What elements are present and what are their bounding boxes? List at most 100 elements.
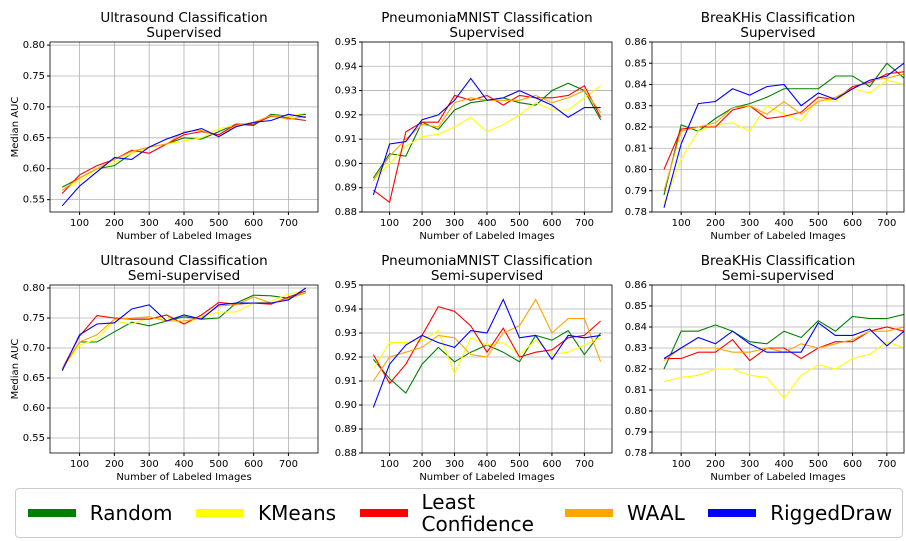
y-tick-label: 0.85 bbox=[625, 58, 647, 69]
y-tick-label: 0.89 bbox=[335, 183, 357, 194]
y-tick-label: 0.92 bbox=[335, 110, 357, 121]
series-line bbox=[373, 84, 602, 204]
x-tick-label: 100 bbox=[672, 218, 691, 229]
x-tick-label: 100 bbox=[672, 459, 691, 470]
x-tick-label: 200 bbox=[706, 459, 725, 470]
x-tick-label: 100 bbox=[380, 459, 399, 470]
series-line bbox=[372, 77, 601, 196]
legend-swatch bbox=[359, 509, 408, 517]
series-line bbox=[663, 79, 904, 204]
plot-frame bbox=[361, 284, 613, 454]
y-tick-label: 0.82 bbox=[625, 364, 647, 375]
y-tick-label: 0.85 bbox=[625, 301, 647, 312]
y-tick-label: 0.95 bbox=[335, 37, 357, 48]
y-tick-label: 0.89 bbox=[335, 424, 357, 435]
x-tick-label: 500 bbox=[510, 218, 529, 229]
y-tick-label: 0.80 bbox=[23, 40, 45, 51]
y-tick-label: 0.84 bbox=[625, 80, 647, 91]
chart-title: BreaKHis Classification bbox=[701, 10, 856, 26]
chart-subtitle: Semi-supervised bbox=[431, 268, 543, 284]
plot-frame bbox=[49, 41, 319, 213]
series-line bbox=[61, 292, 306, 370]
y-tick-label: 0.88 bbox=[335, 207, 357, 218]
x-axis-label: Number of Labeled Images bbox=[710, 472, 845, 483]
series-line bbox=[372, 298, 602, 382]
x-tick-label: 400 bbox=[774, 218, 793, 229]
y-tick-label: 0.91 bbox=[335, 376, 357, 387]
legend-swatch bbox=[27, 509, 76, 517]
plot-frame bbox=[651, 284, 905, 454]
y-tick-label: 0.75 bbox=[23, 71, 45, 82]
y-tick-label: 0.80 bbox=[23, 283, 45, 294]
legend-label: WAAL bbox=[626, 501, 685, 525]
y-tick-label: 0.65 bbox=[23, 133, 45, 144]
legend-item: KMeans bbox=[196, 502, 336, 524]
y-tick-label: 0.83 bbox=[625, 343, 647, 354]
y-axis-label: Median AUC bbox=[10, 339, 21, 400]
legend-label: RiggedDraw bbox=[770, 501, 893, 525]
x-axis-label: Number of Labeled Images bbox=[419, 231, 554, 242]
x-axis-label: Number of Labeled Images bbox=[116, 472, 251, 483]
x-tick-label: 500 bbox=[209, 459, 228, 470]
chart-title: PneumoniaMNIST Classification bbox=[381, 253, 592, 269]
chart-title: PneumoniaMNIST Classification bbox=[381, 10, 592, 26]
legend-item: WAAL bbox=[564, 501, 685, 525]
legend: Random KMeans Least Confidence WAAL RiggedDr… bbox=[15, 488, 903, 538]
chart-title: Ultrasound Classification bbox=[100, 10, 267, 26]
y-tick-label: 0.60 bbox=[23, 164, 45, 175]
series-line bbox=[61, 290, 306, 370]
legend-item: RiggedDraw bbox=[708, 501, 893, 525]
legend-swatch bbox=[564, 509, 613, 517]
y-tick-label: 0.94 bbox=[335, 61, 357, 72]
legend-swatch bbox=[196, 509, 245, 517]
x-tick-label: 400 bbox=[174, 218, 193, 229]
series-line bbox=[61, 114, 306, 191]
x-tick-label: 500 bbox=[209, 218, 228, 229]
x-tick-label: 300 bbox=[140, 459, 159, 470]
x-tick-label: 700 bbox=[877, 218, 896, 229]
x-tick-label: 200 bbox=[413, 459, 432, 470]
y-tick-label: 0.70 bbox=[23, 102, 45, 113]
legend-label: KMeans bbox=[258, 501, 337, 525]
plot-frame bbox=[361, 41, 613, 213]
series-line bbox=[663, 71, 904, 170]
x-tick-label: 600 bbox=[843, 459, 862, 470]
x-tick-label: 200 bbox=[105, 459, 124, 470]
series-line bbox=[664, 326, 904, 362]
y-tick-label: 0.90 bbox=[335, 400, 357, 411]
x-tick-label: 700 bbox=[575, 459, 594, 470]
legend-label: Random bbox=[89, 501, 173, 525]
y-tick-label: 0.65 bbox=[23, 373, 45, 384]
x-tick-label: 200 bbox=[105, 218, 124, 229]
x-tick-label: 400 bbox=[477, 459, 496, 470]
x-axis-label: Number of Labeled Images bbox=[710, 231, 845, 242]
y-tick-label: 0.88 bbox=[335, 448, 357, 459]
chart-grid: Ultrasound ClassificationSupervised0.550… bbox=[10, 10, 905, 483]
y-tick-label: 0.94 bbox=[335, 304, 357, 315]
y-tick-label: 0.55 bbox=[23, 195, 45, 206]
series-line bbox=[663, 62, 904, 208]
x-tick-label: 500 bbox=[510, 459, 529, 470]
series-line bbox=[372, 298, 601, 408]
x-tick-label: 700 bbox=[279, 218, 298, 229]
chart-subtitle: Supervised bbox=[146, 25, 221, 41]
y-tick-label: 0.80 bbox=[625, 406, 647, 417]
x-tick-label: 300 bbox=[445, 459, 464, 470]
x-tick-label: 600 bbox=[542, 459, 561, 470]
series-line bbox=[61, 113, 306, 207]
y-tick-label: 0.80 bbox=[625, 165, 647, 176]
chart-title: Ultrasound Classification bbox=[100, 253, 267, 269]
chart-subtitle: Supervised bbox=[449, 25, 524, 41]
legend-item: Random bbox=[27, 501, 173, 525]
x-tick-label: 400 bbox=[174, 459, 193, 470]
legend-swatch bbox=[708, 509, 757, 517]
chart-subtitle: Semi-supervised bbox=[722, 268, 834, 284]
series-line bbox=[663, 321, 904, 359]
series-line bbox=[663, 313, 904, 370]
x-tick-label: 500 bbox=[809, 459, 828, 470]
y-tick-label: 0.95 bbox=[335, 280, 357, 291]
y-tick-label: 0.83 bbox=[625, 101, 647, 112]
y-tick-label: 0.93 bbox=[335, 86, 357, 97]
y-tick-label: 0.84 bbox=[625, 322, 647, 333]
